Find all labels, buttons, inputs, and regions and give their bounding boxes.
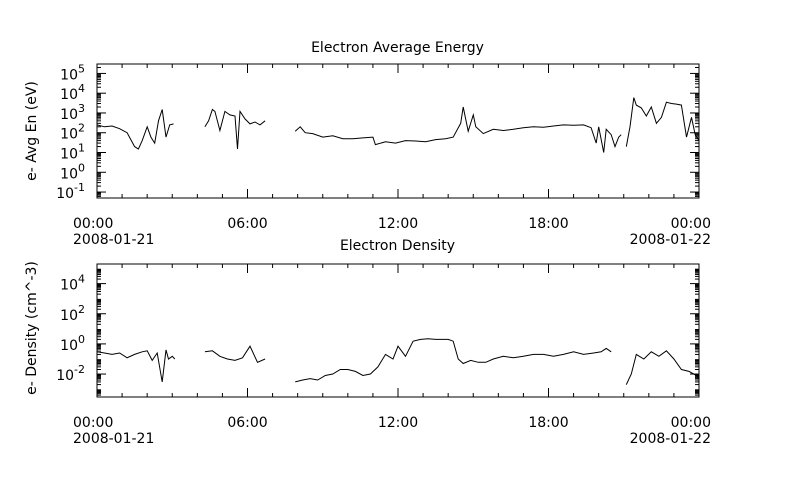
series-segment-line (204, 345, 266, 363)
y-tick-label: 102 (60, 122, 85, 143)
series-segment-line (295, 338, 612, 383)
y-ticks: 10-2 100 102 104 (56, 268, 699, 398)
x-tick-date-label: 2008-01-22 (630, 431, 711, 447)
y-tick-label: 100 (60, 333, 85, 354)
y-axis-label: e- Avg En (eV) (24, 81, 40, 181)
y-tick-label: 102 (60, 303, 85, 324)
x-tick-label: 18:00 (528, 216, 568, 232)
x-tick-label: 06:00 (227, 415, 267, 431)
x-tick-label: 18:00 (528, 415, 568, 431)
panel-electron-density: Electron Density e- Density (cm^-3) 10-2… (24, 238, 711, 447)
x-tick-label: 00:00 (73, 216, 113, 232)
series-segment-line (96, 109, 174, 150)
plot-area-frame (96, 63, 700, 199)
y-tick-label: 104 (60, 82, 85, 103)
series-segment-line (204, 108, 266, 150)
y-axis-label: e- Density (cm^-3) (24, 261, 40, 395)
chart-title: Electron Density (340, 238, 455, 254)
y-tick-label: 101 (60, 142, 85, 163)
x-tick-date-label: 2008-01-22 (630, 232, 711, 248)
x-tick-label: 06:00 (227, 216, 267, 232)
y-tick-label: 105 (60, 62, 85, 83)
y-tick-label: 100 (60, 161, 85, 182)
x-tick-label: 00:00 (73, 415, 113, 431)
x-tick-label: 00:00 (671, 415, 711, 431)
series-electron-average-energy (96, 97, 700, 153)
x-tick-date-label: 2008-01-21 (73, 232, 154, 248)
panel-electron-average-energy: Electron Average Energy e- Avg En (eV) 1… (24, 40, 711, 248)
x-tick-date-label: 2008-01-21 (73, 431, 154, 447)
y-tick-label: 10-1 (56, 181, 85, 202)
x-tick-label: 00:00 (671, 216, 711, 232)
y-tick-label: 104 (60, 273, 85, 294)
x-tick-label: 12:00 (378, 415, 418, 431)
plot-area-frame (96, 263, 700, 398)
y-tick-label: 10-2 (56, 363, 85, 384)
series-segment-line (625, 350, 700, 385)
chart-title: Electron Average Energy (311, 40, 484, 56)
series-segment-line (96, 349, 176, 382)
y-tick-label: 103 (60, 102, 85, 123)
series-electron-density (96, 338, 700, 385)
x-tick-label: 12:00 (378, 216, 418, 232)
series-segment-line (294, 106, 622, 153)
series-segment-line (625, 97, 700, 147)
